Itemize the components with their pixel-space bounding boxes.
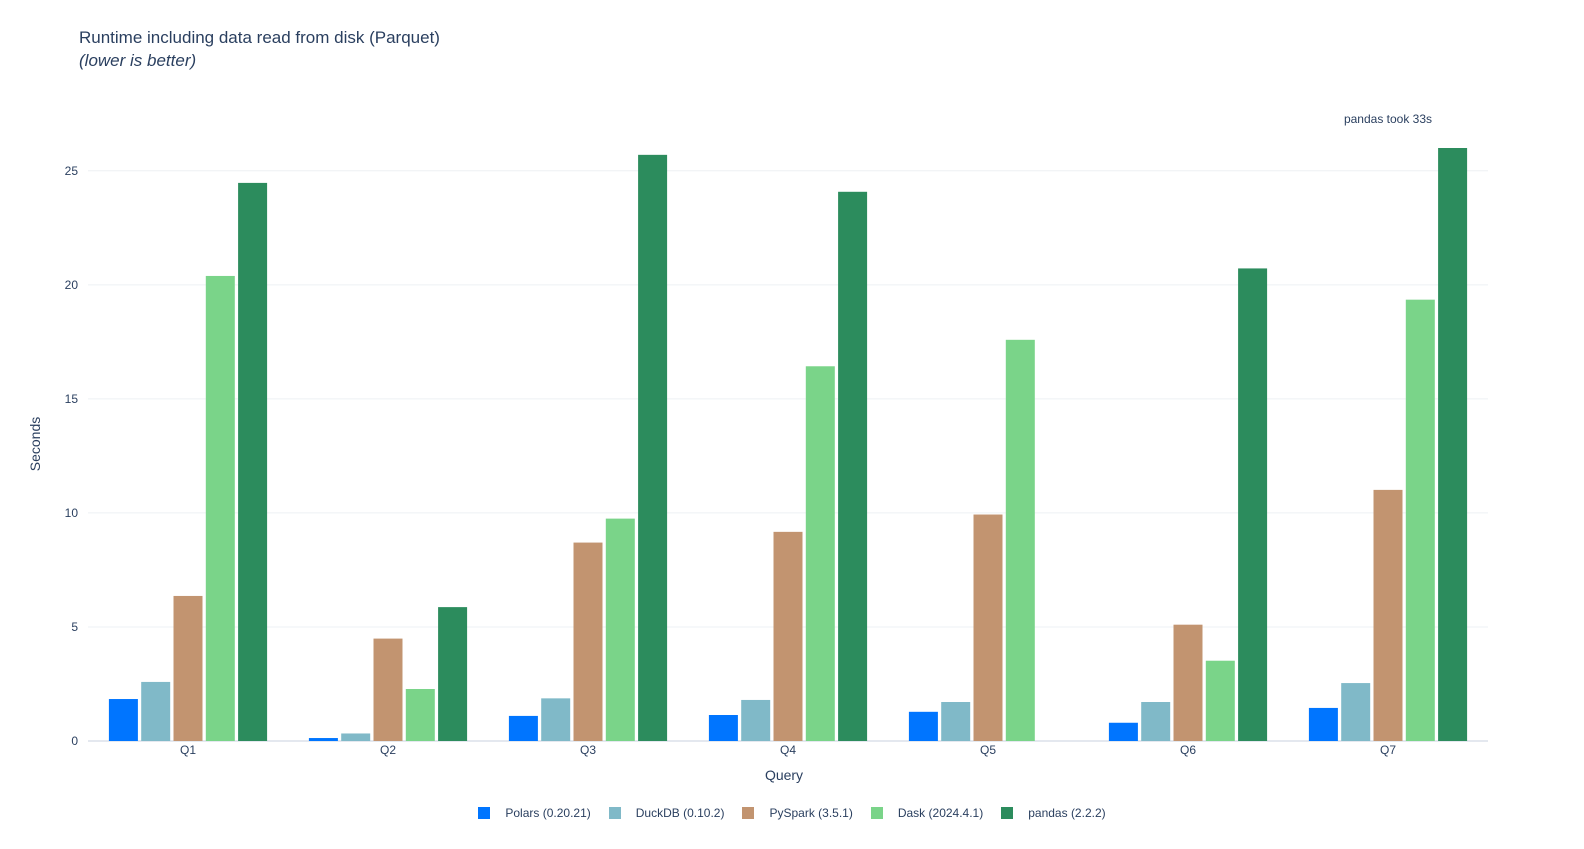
legend-label: PySpark (3.5.1) [769, 806, 853, 820]
bar[interactable] [1108, 722, 1138, 741]
bar[interactable] [373, 638, 403, 741]
bar[interactable] [605, 518, 635, 741]
legend-label: pandas (2.2.2) [1028, 806, 1106, 820]
pandas-annotation: pandas took 33s [1343, 112, 1433, 126]
bar[interactable] [141, 681, 171, 741]
legend-item-duckdb[interactable]: DuckDB (0.10.2) [608, 806, 725, 820]
x-tick-label: Q7 [1380, 743, 1396, 757]
legend-item-pandas[interactable]: pandas (2.2.2) [1001, 806, 1106, 820]
chart-subtitle: (lower is better) [79, 51, 197, 70]
x-axis-label: Query [765, 767, 803, 783]
legend-label: DuckDB (0.10.2) [635, 806, 725, 820]
bar[interactable] [908, 711, 938, 741]
bar[interactable] [773, 531, 803, 741]
bar[interactable] [308, 738, 338, 741]
bar[interactable] [438, 607, 468, 741]
bar[interactable] [173, 595, 203, 741]
legend-swatch-icon [870, 807, 883, 819]
y-tick-label: 0 [71, 734, 78, 748]
bar[interactable] [341, 733, 371, 741]
bar[interactable] [1438, 148, 1468, 741]
legend-item-polars[interactable]: Polars (0.20.21) [478, 806, 591, 820]
bar[interactable] [1308, 707, 1338, 741]
bar[interactable] [405, 688, 435, 741]
legend-item-pyspark[interactable]: PySpark (3.5.1) [742, 806, 853, 820]
legend-swatch-icon [608, 807, 621, 819]
bar[interactable] [1405, 299, 1435, 741]
x-axis-ticks: Q1 Q2 Q3 Q4 Q5 Q6 Q7 [180, 743, 1396, 757]
y-axis-ticks: 0 5 10 15 20 25 [65, 164, 79, 748]
bar[interactable] [805, 366, 835, 741]
bar[interactable] [708, 714, 738, 741]
bar[interactable] [941, 701, 971, 741]
legend-swatch-icon [1001, 807, 1014, 819]
bar[interactable] [1341, 683, 1371, 741]
bar[interactable] [638, 154, 668, 742]
bars [108, 148, 1468, 742]
y-tick-label: 25 [65, 164, 79, 178]
bar[interactable] [573, 542, 603, 741]
legend-label: Polars (0.20.21) [505, 806, 591, 820]
bar[interactable] [1205, 660, 1235, 741]
bar[interactable] [838, 191, 868, 741]
bar[interactable] [205, 275, 235, 741]
bar[interactable] [1173, 624, 1203, 741]
legend-label: Dask (2024.4.1) [897, 806, 984, 820]
y-tick-label: 5 [71, 620, 78, 634]
bar[interactable] [108, 699, 138, 741]
x-tick-label: Q4 [780, 743, 796, 757]
bar[interactable] [238, 182, 268, 742]
bar[interactable] [1373, 489, 1403, 741]
y-tick-label: 15 [65, 392, 79, 406]
bar[interactable] [741, 699, 771, 741]
bar[interactable] [508, 715, 538, 741]
chart-title: Runtime including data read from disk (P… [79, 28, 440, 47]
legend-item-dask[interactable]: Dask (2024.4.1) [870, 806, 984, 820]
x-tick-label: Q2 [380, 743, 396, 757]
legend-swatch-icon [478, 807, 491, 819]
bar[interactable] [973, 514, 1003, 741]
x-tick-label: Q1 [180, 743, 196, 757]
legend-swatch-icon [742, 807, 755, 819]
y-axis-label: Seconds [27, 417, 43, 471]
bar[interactable] [1005, 339, 1035, 741]
x-tick-label: Q3 [580, 743, 596, 757]
bar[interactable] [1141, 701, 1171, 741]
x-tick-label: Q5 [980, 743, 996, 757]
bar[interactable] [1238, 268, 1268, 741]
y-tick-label: 10 [65, 506, 79, 520]
legend: Polars (0.20.21) DuckDB (0.10.2) PySpark… [0, 806, 1584, 820]
y-tick-label: 20 [65, 278, 79, 292]
bar[interactable] [541, 698, 571, 741]
x-tick-label: Q6 [1180, 743, 1196, 757]
